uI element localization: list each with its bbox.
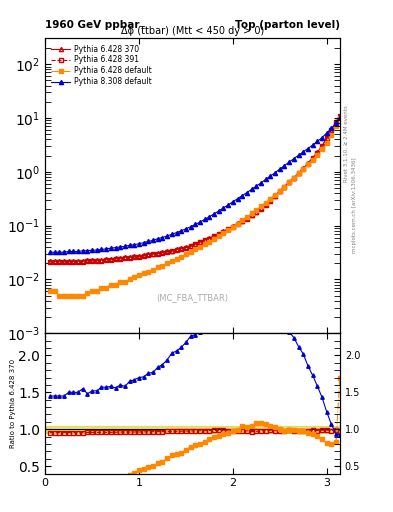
Pythia 6.428 391 <box>334 119 338 125</box>
Pythia 6.428 391 <box>249 212 254 219</box>
Pythia 6.428 default <box>48 288 52 294</box>
Pythia 6.428 370 <box>127 254 132 260</box>
Pythia 6.428 default <box>141 270 146 276</box>
Pythia 8.308 default <box>137 241 141 247</box>
Pythia 6.428 370 <box>48 258 52 264</box>
Pythia 8.308 default <box>48 249 52 255</box>
Pythia 6.428 391 <box>48 259 52 265</box>
Pythia 6.428 default <box>188 249 193 255</box>
Y-axis label: Ratio to Pythia 6.428 370: Ratio to Pythia 6.428 370 <box>9 359 16 448</box>
Title: Δϕ (t̅tbar) (Mtt < 450 dy > 0): Δϕ (t̅tbar) (Mtt < 450 dy > 0) <box>121 26 264 36</box>
Pythia 6.428 391 <box>193 241 198 247</box>
Pythia 6.428 391 <box>338 113 342 119</box>
Pythia 6.428 391 <box>184 245 188 251</box>
Text: mcplots.cern.ch [arXiv:1306.3436]: mcplots.cern.ch [arXiv:1306.3436] <box>352 157 357 252</box>
Text: 1960 GeV ppbar: 1960 GeV ppbar <box>45 20 140 30</box>
Line: Pythia 6.428 default: Pythia 6.428 default <box>48 116 342 297</box>
Pythia 6.428 370 <box>137 253 141 259</box>
Pythia 6.428 default <box>334 123 338 130</box>
Pythia 6.428 default <box>132 274 137 280</box>
Line: Pythia 8.308 default: Pythia 8.308 default <box>48 115 342 254</box>
Pythia 6.428 370 <box>338 113 342 119</box>
Pythia 8.308 default <box>193 221 198 227</box>
Pythia 8.308 default <box>249 186 254 193</box>
Pythia 6.428 370 <box>193 241 198 247</box>
Pythia 6.428 391 <box>127 255 132 261</box>
Pythia 8.308 default <box>184 226 188 232</box>
Text: (MC_FBA_TTBAR): (MC_FBA_TTBAR) <box>156 293 229 302</box>
Pythia 6.428 391 <box>137 254 141 260</box>
Pythia 6.428 370 <box>334 119 338 125</box>
Line: Pythia 6.428 370: Pythia 6.428 370 <box>48 114 342 263</box>
Pythia 6.428 default <box>338 115 342 121</box>
Bar <box>45 425 340 433</box>
Text: Rivet 3.1.10, ≥ 2.4M events: Rivet 3.1.10, ≥ 2.4M events <box>344 105 349 182</box>
Pythia 6.428 default <box>198 244 202 250</box>
Pythia 8.308 default <box>334 120 338 126</box>
Pythia 8.308 default <box>338 114 342 120</box>
Pythia 6.428 default <box>254 207 259 213</box>
Pythia 6.428 370 <box>184 244 188 250</box>
Legend: Pythia 6.428 370, Pythia 6.428 391, Pythia 6.428 default, Pythia 8.308 default: Pythia 6.428 370, Pythia 6.428 391, Pyth… <box>49 42 154 89</box>
Line: Pythia 6.428 391: Pythia 6.428 391 <box>48 114 342 264</box>
Pythia 6.428 default <box>57 292 62 298</box>
Pythia 8.308 default <box>127 242 132 248</box>
Text: Top (parton level): Top (parton level) <box>235 20 340 30</box>
Pythia 6.428 370 <box>249 211 254 218</box>
